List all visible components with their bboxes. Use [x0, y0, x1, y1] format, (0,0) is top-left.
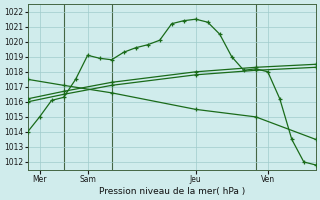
- X-axis label: Pression niveau de la mer( hPa ): Pression niveau de la mer( hPa ): [99, 187, 245, 196]
